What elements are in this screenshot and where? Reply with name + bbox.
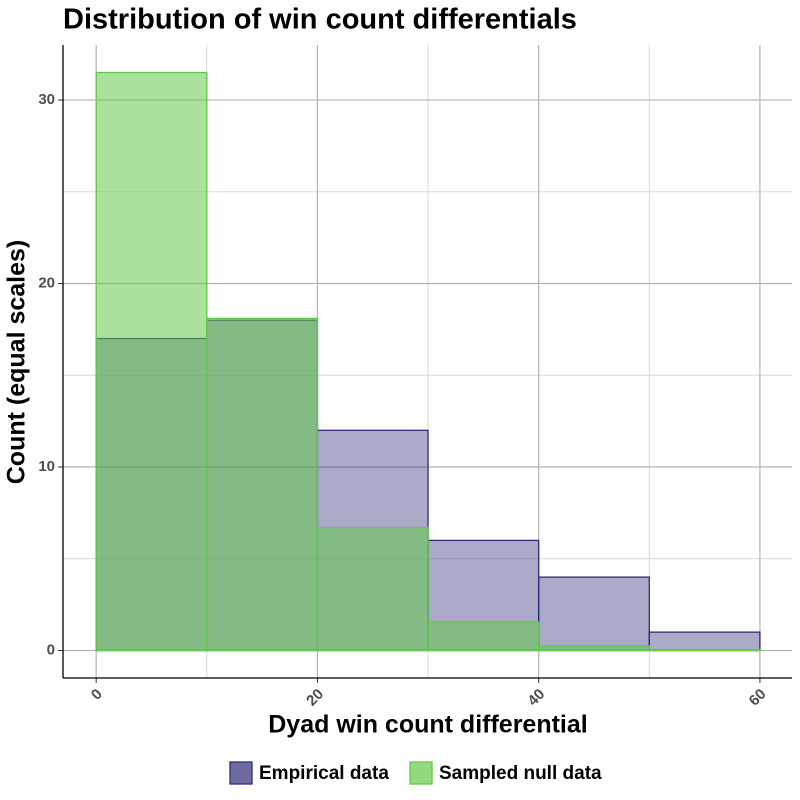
legend-label: Sampled null data — [439, 763, 602, 784]
bar — [538, 576, 650, 652]
x-tick-label: 60 — [746, 686, 770, 710]
bars — [95, 71, 761, 652]
y-tick-label: 10 — [38, 458, 55, 475]
legend: Empirical data Sampled null data — [229, 761, 602, 785]
legend-swatch — [229, 761, 253, 785]
axes: 0 10 20 30 0 20 40 60 — [38, 45, 792, 709]
y-tick-label: 0 — [47, 641, 55, 658]
bar — [316, 526, 429, 652]
bar — [648, 648, 761, 652]
y-axis-label: Count (equal scales) — [3, 240, 31, 485]
x-tick-label: 40 — [524, 686, 548, 710]
bar — [538, 645, 650, 652]
chart-title: Distribution of win count differentials — [63, 4, 577, 36]
y-tick-label: 20 — [38, 274, 55, 291]
x-tick-label: 20 — [303, 686, 327, 710]
bar — [648, 631, 761, 652]
bar — [206, 317, 319, 652]
bar — [427, 621, 540, 652]
x-axis-label: Dyad win count differential — [268, 711, 587, 739]
legend-label: Empirical data — [259, 763, 389, 784]
bar — [95, 71, 208, 652]
legend-swatch — [409, 761, 433, 785]
x-tick-label: 0 — [88, 686, 106, 704]
y-tick-label: 30 — [38, 91, 55, 108]
